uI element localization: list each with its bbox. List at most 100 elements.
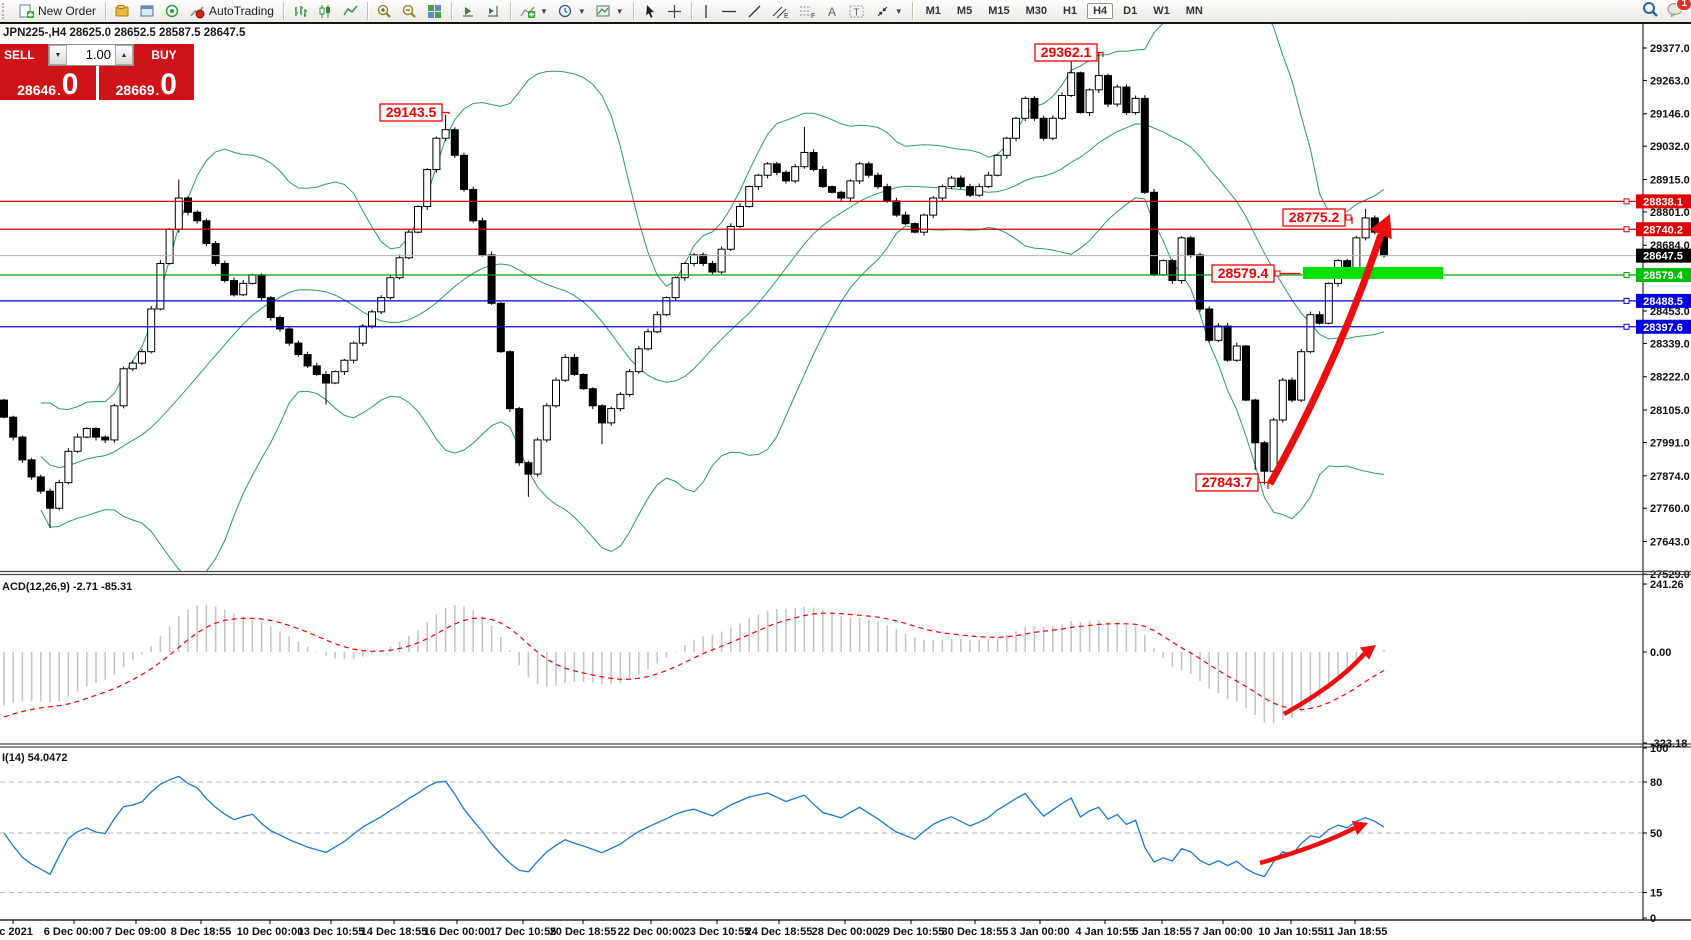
candles [0, 52, 1388, 529]
price-callout-29362.1[interactable]: 29362.1 [1034, 43, 1104, 62]
indicators-button[interactable]: ▼ [516, 0, 552, 22]
volume-input[interactable]: 1.00 [85, 47, 111, 62]
svg-text:29146.0: 29146.0 [1650, 109, 1690, 121]
price-line-handle[interactable] [1623, 226, 1630, 233]
equidistant-channel-icon: E [772, 4, 789, 19]
trend-arrow-main[interactable] [1266, 214, 1392, 486]
timeframe-button-m30[interactable]: M30 [1025, 5, 1048, 17]
macd-panel[interactable]: ACD(12,26,9) -2.71 -85.31 [2, 581, 1385, 724]
buy-button[interactable]: BUY [134, 44, 194, 66]
price-line-handle[interactable] [1623, 323, 1630, 330]
svg-text:28775.2: 28775.2 [1289, 209, 1340, 225]
crosshair-icon [667, 4, 682, 19]
price-badge-28740.2: 28740.2 [1636, 222, 1691, 237]
fibonacci-tool-button[interactable]: F [795, 0, 820, 22]
timeframe-button-w1[interactable]: W1 [1153, 5, 1170, 17]
rsi-panel[interactable]: I(14) 54.0472 [0, 752, 1643, 893]
timeframe-button-mn[interactable]: MN [1185, 5, 1203, 17]
text-tool-button[interactable]: A [822, 0, 843, 22]
svg-text:10 Jan 10:55: 10 Jan 10:55 [1258, 926, 1323, 938]
zoom-out-button[interactable] [398, 0, 421, 22]
arrows-tool-button[interactable]: ▼ [871, 0, 907, 22]
svg-text:28453.0: 28453.0 [1650, 306, 1690, 318]
svg-text:29362.1: 29362.1 [1041, 44, 1092, 60]
svg-text:28 Dec 00:00: 28 Dec 00:00 [812, 926, 879, 938]
bollinger-middle-band [40, 123, 1385, 469]
svg-text:ACD(12,26,9) -2.71 -85.31: ACD(12,26,9) -2.71 -85.31 [2, 581, 132, 593]
timeframe-button-h1[interactable]: H1 [1063, 5, 1078, 17]
price-line-handle[interactable] [1623, 272, 1630, 279]
templates-button[interactable]: ▼ [592, 0, 628, 22]
svg-text:29143.5: 29143.5 [386, 104, 437, 120]
trend-arrow-rsi[interactable] [1259, 820, 1368, 866]
sound-icon [165, 4, 180, 19]
chart-shift-button[interactable] [482, 0, 505, 22]
svg-text:80: 80 [1650, 777, 1662, 789]
timeframe-button-m1[interactable]: M1 [925, 5, 941, 17]
line-chart-icon [343, 4, 358, 19]
buy-price-big-digit: 0 [160, 68, 177, 101]
timeframe-button-m15[interactable]: M15 [988, 5, 1010, 17]
channel-tool-button[interactable]: E [768, 0, 793, 22]
rsi-line [3, 775, 1385, 878]
search-icon[interactable] [1642, 1, 1659, 21]
price-callout-27843.7[interactable]: 27843.7 [1195, 473, 1269, 492]
autotrading-button[interactable]: AutoTrading [186, 0, 278, 22]
fibonacci-icon: F [799, 4, 816, 19]
line-chart-button[interactable] [339, 0, 362, 22]
text-label-icon: T [849, 4, 865, 19]
new-order-button[interactable]: New Order [15, 0, 100, 22]
zoom-in-icon [377, 4, 392, 19]
price-callout-28775.2[interactable]: 28775.2 [1282, 208, 1353, 227]
price-callout-29143.5[interactable]: 29143.5 [379, 103, 450, 122]
sounds-button[interactable] [161, 0, 184, 22]
new-order-label: New Order [38, 4, 97, 18]
trendline-tool-button[interactable] [743, 0, 766, 22]
sell-price-button[interactable]: 28646. 0 [0, 66, 96, 100]
bar-chart-button[interactable] [289, 0, 312, 22]
price-line-handle[interactable] [1623, 297, 1630, 304]
sell-button[interactable]: SELL [0, 44, 48, 66]
cursor-tool-button[interactable] [639, 0, 661, 22]
price-callout-28579.4[interactable]: 28579.4 [1211, 264, 1301, 283]
profiles-button[interactable] [111, 0, 134, 22]
market-watch-button[interactable] [136, 0, 159, 22]
auto-scroll-button[interactable] [457, 0, 480, 22]
buy-price-button[interactable]: 28669. 0 [98, 66, 194, 101]
volume-decrease-button[interactable]: ▼ [49, 45, 67, 65]
zoom-in-button[interactable] [373, 0, 396, 22]
svg-text:5 Jan 18:55: 5 Jan 18:55 [1132, 926, 1191, 938]
periods-button[interactable]: ▼ [554, 0, 590, 22]
price-badge-28397.6: 28397.6 [1636, 319, 1691, 334]
notifications-button[interactable]: 1 [1667, 0, 1691, 20]
trend-arrow-macd[interactable] [1282, 645, 1376, 716]
svg-text:28488.5: 28488.5 [1643, 296, 1683, 308]
toolbar-grip[interactable] [2, 3, 11, 19]
svg-text:29263.0: 29263.0 [1650, 75, 1690, 87]
toolbar-separator [509, 2, 511, 20]
chart-annotations: 28838.1 28740.2 28647.5 28579.4 28488.5 28397… [379, 43, 1691, 866]
price-line-handle[interactable] [1623, 198, 1630, 205]
text-label-tool-button[interactable]: T [845, 0, 869, 22]
horizontal-line-tool-button[interactable] [717, 0, 741, 22]
macd-signal-line [3, 612, 1385, 718]
timeframe-button-d1[interactable]: D1 [1123, 5, 1138, 17]
autotrading-label: AutoTrading [209, 4, 274, 18]
toolbar-separator [911, 2, 913, 20]
vertical-line-icon [701, 4, 711, 19]
timeframe-button-m5[interactable]: M5 [956, 5, 973, 17]
tile-windows-button[interactable] [423, 0, 446, 22]
main-chart-panel[interactable] [0, 0, 1643, 578]
svg-text:22 Dec 00:00: 22 Dec 00:00 [618, 926, 685, 938]
candle-chart-button[interactable] [314, 0, 337, 22]
text-icon: A [826, 4, 839, 19]
volume-increase-button[interactable]: ▲ [115, 45, 133, 65]
timeframe-button-h4[interactable]: H4 [1087, 3, 1114, 19]
svg-text:27843.7: 27843.7 [1202, 474, 1253, 490]
crosshair-tool-button[interactable] [663, 0, 686, 22]
green-highlight-zone[interactable] [1303, 267, 1443, 279]
vertical-line-tool-button[interactable] [697, 0, 715, 22]
chart-shift-icon [486, 4, 501, 19]
